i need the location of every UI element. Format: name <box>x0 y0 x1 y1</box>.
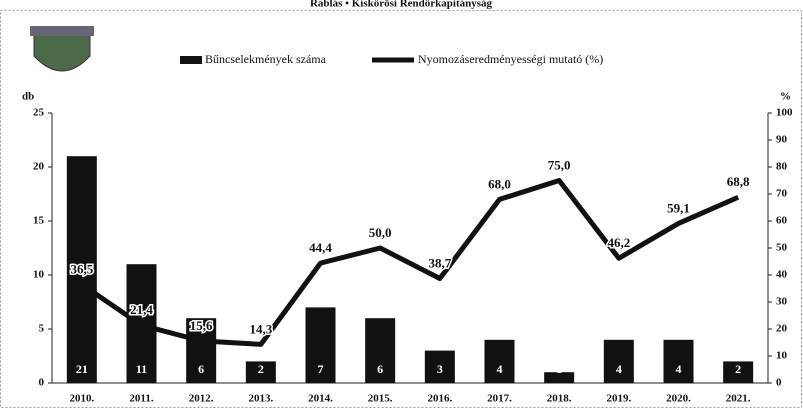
x-tick-label: 2021. <box>726 393 751 405</box>
bar-value-label: 21 <box>76 362 88 376</box>
y-tick-label: 5 <box>39 323 45 335</box>
x-tick-label: 2019. <box>606 393 631 405</box>
line-value-label: 15,6 <box>190 318 213 333</box>
bar <box>245 361 276 383</box>
y2-tick-label: 90 <box>776 134 788 146</box>
bar <box>484 339 515 383</box>
y2-tick-label: 60 <box>776 215 788 227</box>
y2-tick-label: 100 <box>776 107 793 119</box>
y2-tick-label: 40 <box>776 269 788 281</box>
line-value-label: 46,2 <box>607 235 630 250</box>
bar-value-label: 7 <box>318 362 324 376</box>
line-value-label: 21,4 <box>130 302 153 317</box>
line-value-label: 50,0 <box>369 225 392 240</box>
bar <box>723 361 754 383</box>
y2-tick-label: 10 <box>776 350 788 362</box>
y2-tick-label: 0 <box>776 377 782 389</box>
bar-value-label: 1 <box>556 362 562 376</box>
bar-value-label: 11 <box>136 362 147 376</box>
bar <box>186 318 217 383</box>
bar <box>66 156 97 383</box>
y2-tick-label: 20 <box>776 323 788 335</box>
y-tick-label: 15 <box>33 215 45 227</box>
x-tick-label: 2013. <box>248 393 273 405</box>
bar-value-label: 2 <box>258 362 264 376</box>
bar-value-label: 2 <box>735 362 741 376</box>
chart-title: Rablás • Kiskőrösi Rendőrkapitányság <box>310 0 493 10</box>
line <box>80 178 740 347</box>
y2-tick-label: 80 <box>776 161 788 173</box>
line-value-label: 44,4 <box>309 240 332 255</box>
line-value-label: 68,8 <box>727 174 750 189</box>
bar <box>365 318 396 383</box>
line-value-label: 14,3 <box>249 321 272 336</box>
x-tick-label: 2015. <box>368 393 393 405</box>
y2-tick-label: 30 <box>776 296 788 308</box>
x-tick-label: 2011. <box>129 393 153 405</box>
x-tick-label: 2018. <box>547 393 572 405</box>
bar-value-label: 6 <box>377 362 383 376</box>
bar-value-label: 4 <box>616 362 622 376</box>
y2-tick-label: 70 <box>776 188 788 200</box>
legend-label: Bűncselekmények száma <box>205 52 327 66</box>
x-tick-label: 2020. <box>666 393 691 405</box>
frame <box>0 10 802 408</box>
y-tick-label: 20 <box>33 161 45 173</box>
y-tick-label: 0 <box>39 377 45 389</box>
x-tick-label: 2010. <box>69 393 94 405</box>
bar <box>603 339 634 383</box>
bar-value-label: 3 <box>437 362 443 376</box>
legend-label: Nyomozáseredményességi mutató (%) <box>418 52 603 66</box>
y2-tick-label: 50 <box>776 242 788 254</box>
bar-value-label: 6 <box>198 362 204 376</box>
bar <box>663 339 694 383</box>
bar <box>305 307 336 383</box>
line-value-label: 36,5 <box>70 261 93 276</box>
line-value-label: 68,0 <box>488 176 511 191</box>
x-tick-label: 2012. <box>189 393 214 405</box>
y-tick-label: 25 <box>33 107 45 119</box>
legend-swatch <box>180 56 202 64</box>
y-tick-label: 10 <box>33 269 45 281</box>
line-value-label: 59,1 <box>667 200 690 215</box>
line-value-label: 38,7 <box>428 255 451 270</box>
x-tick-label: 2017. <box>487 393 512 405</box>
bar-value-label: 4 <box>497 362 503 376</box>
y2-axis-label: % <box>780 91 791 103</box>
logo <box>30 26 94 72</box>
x-tick-label: 2014. <box>308 393 333 405</box>
y-axis-label: db <box>22 91 34 103</box>
bar <box>544 372 575 383</box>
line-value-label: 75,0 <box>548 157 571 172</box>
x-tick-label: 2016. <box>427 393 452 405</box>
bar-value-label: 4 <box>676 362 682 376</box>
bar <box>424 350 455 383</box>
